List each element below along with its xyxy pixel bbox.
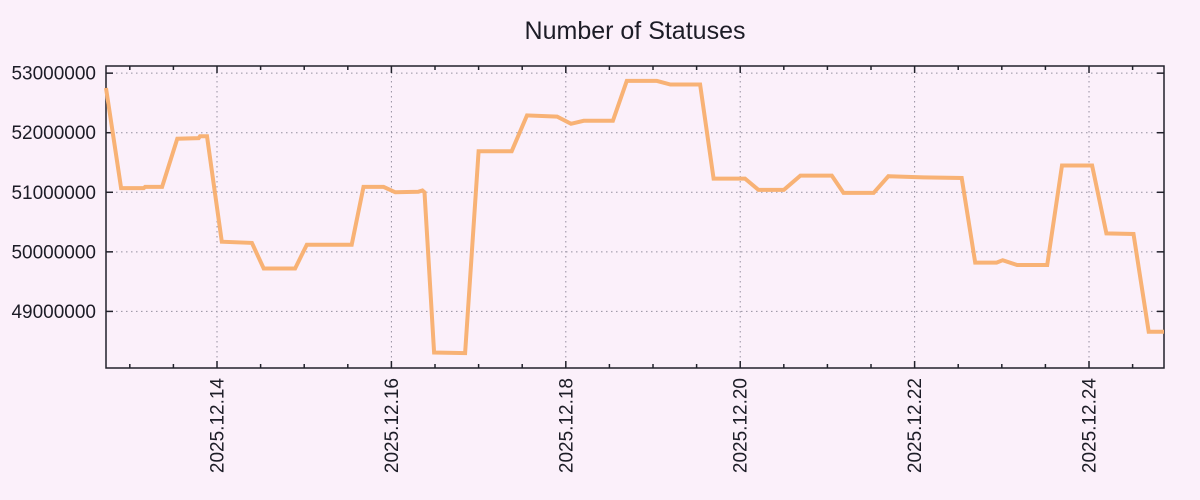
x-tick-label: 2025.12.18: [556, 378, 577, 473]
chart-series-layer: [104, 78, 1164, 356]
plot-border: [105, 65, 1165, 369]
x-tick-label: 2025.12.24: [1080, 378, 1101, 474]
data-line-statuses: [104, 78, 1164, 356]
y-tick-label: 53000000: [11, 64, 96, 85]
x-tick-label: 2025.12.22: [905, 378, 926, 473]
x-tick-label: 2025.12.16: [382, 378, 403, 473]
chart-axes-layer: [105, 65, 1165, 369]
y-tick-label: 50000000: [11, 242, 96, 263]
x-tick-label: 2025.12.20: [731, 378, 752, 473]
x-tick-label: 2025.12.14: [208, 378, 229, 474]
chart-title: Number of Statuses: [525, 17, 746, 45]
y-tick-label: 52000000: [11, 123, 96, 144]
y-tick-label: 49000000: [11, 302, 96, 323]
chart-grid-layer: [106, 66, 1164, 368]
chart-labels-layer: 2025.12.14 2025.12.16 2025.12.18 2025.12.20…: [11, 64, 1100, 473]
y-tick-label: 51000000: [11, 183, 96, 204]
